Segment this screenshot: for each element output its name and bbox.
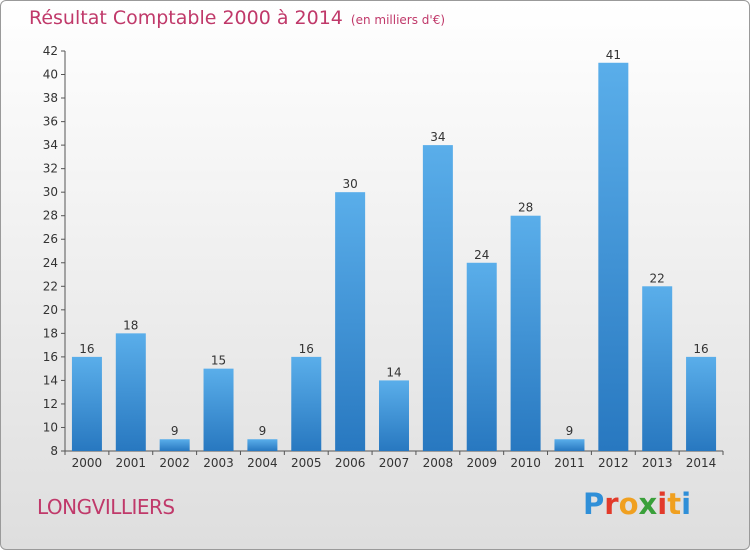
bar-2011 — [554, 439, 585, 451]
bar-value-label: 30 — [342, 177, 357, 191]
chart-title: Résultat Comptable 2000 à 2014 (en millie… — [29, 7, 445, 29]
logo-letter: i — [681, 487, 692, 521]
bar-value-label: 18 — [123, 318, 138, 332]
y-tick-label: 12 — [43, 397, 58, 411]
y-tick-label: 42 — [43, 44, 58, 58]
y-tick-label: 14 — [43, 373, 58, 387]
bar-value-label: 28 — [518, 201, 533, 215]
bar-2009 — [466, 262, 497, 451]
x-tick-label: 2003 — [203, 456, 234, 470]
x-tick-label: 2011 — [554, 456, 585, 470]
x-tick-label: 2002 — [159, 456, 190, 470]
x-tick-label: 2006 — [335, 456, 366, 470]
x-tick-label: 2007 — [379, 456, 410, 470]
y-tick-label: 34 — [43, 138, 58, 152]
bar-value-label: 24 — [474, 248, 489, 262]
y-tick-label: 8 — [50, 444, 58, 458]
x-tick-label: 2013 — [642, 456, 673, 470]
y-tick-label: 38 — [43, 91, 58, 105]
bar-2001 — [115, 333, 146, 451]
bar-value-label: 16 — [299, 342, 314, 356]
x-tick-label: 2004 — [247, 456, 278, 470]
bar-2012 — [598, 62, 629, 451]
bar-value-label: 9 — [171, 424, 179, 438]
bar-value-label: 9 — [566, 424, 574, 438]
commune-name: LONGVILLIERS — [37, 495, 175, 519]
bar-value-label: 15 — [211, 354, 226, 368]
bar-2000 — [71, 356, 102, 451]
x-tick-label: 2008 — [423, 456, 454, 470]
bar-2010 — [510, 215, 541, 451]
y-tick-label: 40 — [43, 68, 58, 82]
y-tick-label: 18 — [43, 326, 58, 340]
x-tick-label: 2014 — [686, 456, 717, 470]
bar-2014 — [686, 356, 717, 451]
bar-2005 — [291, 356, 322, 451]
y-tick-label: 26 — [43, 232, 58, 246]
y-tick-label: 28 — [43, 209, 58, 223]
x-tick-label: 2001 — [116, 456, 147, 470]
x-tick-label: 2009 — [466, 456, 497, 470]
proxiti-logo: Proxiti — [583, 487, 691, 521]
bar-value-label: 34 — [430, 130, 445, 144]
logo-letter: r — [604, 487, 619, 521]
y-tick-label: 30 — [43, 185, 58, 199]
x-tick-label: 2000 — [72, 456, 103, 470]
bar-2008 — [422, 145, 453, 451]
logo-letter: P — [583, 487, 605, 521]
y-tick-label: 16 — [43, 350, 58, 364]
bar-value-label: 22 — [650, 271, 665, 285]
bar-2002 — [159, 439, 190, 451]
logo-letter: x — [638, 487, 658, 521]
y-tick-label: 10 — [43, 420, 58, 434]
y-tick-label: 20 — [43, 303, 58, 317]
y-tick-label: 22 — [43, 279, 58, 293]
bar-value-label: 41 — [606, 48, 621, 62]
bar-2004 — [247, 439, 278, 451]
x-tick-label: 2010 — [510, 456, 541, 470]
chart-title-main: Résultat Comptable 2000 à 2014 — [29, 7, 343, 29]
bar-value-label: 9 — [259, 424, 267, 438]
bar-2006 — [335, 192, 366, 452]
bar-value-label: 14 — [386, 365, 401, 379]
bar-value-label: 16 — [693, 342, 708, 356]
bar-2007 — [379, 380, 409, 451]
x-tick-label: 2012 — [598, 456, 629, 470]
y-tick-label: 36 — [43, 115, 58, 129]
bar-2003 — [203, 368, 234, 451]
bar-2013 — [642, 286, 673, 451]
y-tick-label: 24 — [43, 256, 58, 270]
logo-letter: i — [657, 487, 668, 521]
x-tick-label: 2005 — [291, 456, 322, 470]
y-tick-label: 32 — [43, 162, 58, 176]
logo-letter: t — [667, 487, 682, 521]
bar-value-label: 16 — [79, 342, 94, 356]
chart-title-unit: (en milliers d'€) — [350, 13, 446, 27]
logo-letter: o — [618, 487, 639, 521]
